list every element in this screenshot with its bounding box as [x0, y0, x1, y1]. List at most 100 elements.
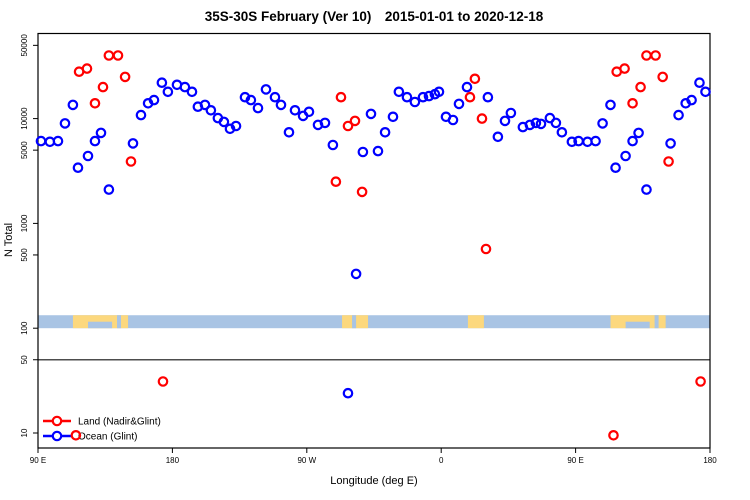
data-point-ocean [453, 98, 465, 110]
data-point-ocean [482, 91, 494, 103]
data-point-ocean [401, 91, 413, 103]
data-point-ocean [135, 109, 147, 121]
data-point-land [608, 429, 619, 441]
data-point-ocean [342, 387, 354, 399]
data-point-ocean [409, 96, 421, 108]
legend-ocean-marker-icon [51, 430, 63, 442]
data-point-ocean [357, 146, 369, 158]
legend-item-ocean: Ocean (Glint) [43, 430, 137, 443]
data-point-land [657, 71, 668, 83]
data-point-ocean [199, 99, 211, 111]
data-point-ocean [303, 106, 315, 118]
data-point-ocean [535, 118, 547, 130]
data-point-land [480, 243, 492, 255]
data-point-ocean [186, 86, 198, 98]
data-point-ocean [524, 119, 536, 131]
axes-layer: 90 E 180 90 W 0 90 E 180 10 50 100 500 1000 5000 100… [20, 34, 717, 465]
data-point-ocean [387, 111, 399, 123]
data-point-ocean [148, 94, 160, 106]
data-point-ocean [700, 86, 711, 98]
data-point-land [641, 50, 652, 61]
data-point-ocean [103, 184, 115, 195]
data-point-ocean [289, 105, 301, 116]
data-point-ocean [72, 162, 84, 173]
data-point-ocean [433, 86, 445, 98]
x-tick-label: 90 W [297, 456, 316, 465]
band-ocean [38, 315, 710, 329]
data-point-ocean [218, 116, 230, 128]
data-point-ocean [505, 107, 517, 119]
data-point-ocean [499, 115, 511, 127]
data-point-ocean [633, 127, 644, 139]
y-tick-label: 50 [20, 355, 29, 364]
data-point-ocean [492, 131, 504, 143]
data-point-ocean [67, 99, 79, 111]
data-point-ocean [590, 135, 601, 147]
data-point-ocean [597, 118, 608, 129]
band-water-inset [352, 315, 357, 329]
band-water-inset [654, 315, 659, 329]
band-land-segment [610, 315, 666, 329]
band-land-segment [467, 315, 484, 329]
y-tick-label: 1000 [20, 214, 29, 232]
data-point-land [89, 98, 101, 109]
data-point-ocean [379, 127, 391, 138]
data-point-land [695, 376, 706, 387]
legend-ocean-label: Ocean (Glint) [78, 432, 137, 443]
data-point-ocean [641, 184, 652, 195]
legend: Land (Nadir&Glint) Ocean (Glint) [43, 415, 161, 443]
band-water-inset [116, 315, 122, 329]
data-point-ocean [372, 145, 384, 157]
legend-land-marker-icon [51, 415, 63, 427]
x-tick-label: 180 [166, 456, 180, 465]
data-point-ocean [179, 81, 191, 93]
data-point-ocean [89, 135, 101, 147]
data-point-land [335, 91, 347, 103]
data-point-ocean [52, 135, 64, 147]
data-point-land [663, 156, 674, 167]
data-point-land [112, 50, 124, 61]
data-point-ocean [245, 94, 257, 106]
data-point-ocean [530, 117, 542, 129]
data-point-ocean [269, 91, 281, 103]
plot-frame [37, 32, 711, 449]
data-point-ocean [627, 135, 638, 147]
x-tick-label: 0 [439, 456, 444, 465]
y-tick-label: 50000 [20, 34, 29, 57]
x-tick-label: 90 E [567, 456, 583, 465]
data-point-ocean [610, 162, 621, 173]
data-point-land [103, 50, 115, 61]
data-point-land [469, 73, 481, 85]
legend-land-label: Land (Nadir&Glint) [78, 417, 161, 428]
data-point-ocean [605, 99, 616, 111]
y-tick-label: 10000 [20, 107, 29, 130]
x-tick-label: 90 E [30, 456, 46, 465]
band-land-segment [72, 315, 129, 329]
data-point-ocean [423, 90, 435, 102]
y-axis-title: N Total [3, 223, 15, 257]
data-point-ocean [566, 136, 578, 148]
data-point-ocean [59, 118, 71, 129]
data-point-ocean [393, 86, 405, 98]
y-tick-label: 5000 [20, 141, 29, 159]
data-point-land [119, 71, 131, 83]
data-point-ocean [620, 150, 631, 162]
data-point-land [157, 376, 169, 387]
data-point-ocean [283, 127, 295, 138]
data-point-ocean [417, 91, 429, 103]
data-point-ocean [156, 77, 168, 88]
data-point-ocean [694, 77, 705, 88]
y-tick-label: 10 [20, 428, 29, 437]
data-point-ocean [82, 150, 94, 162]
data-point-ocean [665, 138, 676, 149]
x-tick-label: 180 [703, 456, 717, 465]
data-point-land [356, 186, 368, 198]
data-point-land [619, 63, 630, 74]
data-point-ocean [673, 109, 684, 121]
data-point-land [635, 81, 646, 93]
data-point-land [70, 429, 82, 441]
data-point-land [81, 63, 93, 74]
data-point-land [97, 81, 109, 93]
data-point-land [330, 176, 342, 187]
